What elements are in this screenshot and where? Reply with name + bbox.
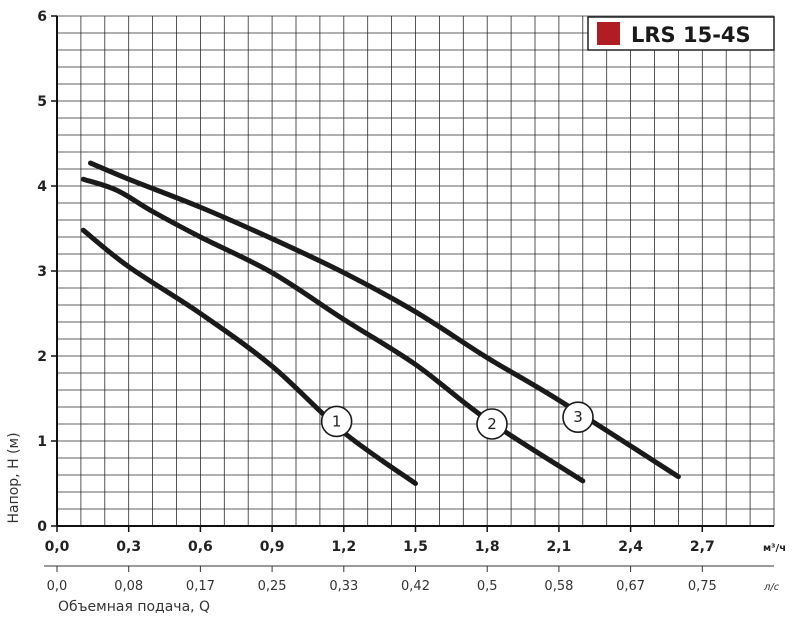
x-tick-label: 0,6 (188, 539, 213, 555)
x2-tick-label: 0,75 (688, 579, 717, 594)
axes: 0 1 2 3 4 5 6 0,0 0,3 0,6 0,9 1,2 1,5 1,8 2,1 2,4 2,7 0,0… (37, 9, 774, 594)
y-tick-label: 0 (37, 519, 47, 535)
x-tick-label: 0,0 (45, 539, 70, 555)
curve-label-circle (476, 408, 508, 440)
x2-tick-label: 0,67 (616, 579, 645, 594)
legend: LRS 15-4S (587, 16, 775, 51)
performance-curves (80, 160, 681, 486)
x-axis-unit-primary: м³/ч (763, 543, 786, 554)
x-tick-label: 1,2 (331, 539, 356, 555)
x2-tick-label: 0,0 (47, 579, 68, 594)
y-axis-label: Напор, H (м) (6, 432, 22, 523)
x-tick-label: 0,3 (116, 539, 141, 555)
x-tick-label: 2,7 (690, 539, 715, 555)
x2-tick-label: 0,08 (114, 579, 143, 594)
curve-labels: 1 2 3 (320, 401, 594, 440)
curve-label-text: 3 (573, 408, 583, 426)
grid (56, 15, 775, 527)
y-tick-label: 5 (37, 94, 47, 110)
x2-tick-label: 0,42 (401, 579, 430, 594)
y-tick-label: 3 (37, 264, 47, 280)
x-tick-label: 1,5 (403, 539, 428, 555)
curve-label-text: 1 (332, 412, 342, 430)
curve-label-circle (320, 405, 353, 438)
x2-tick-label: 0,33 (329, 579, 358, 594)
curve-2 (80, 176, 586, 484)
y-tick-label: 1 (37, 434, 47, 450)
x2-tick-label: 0,17 (186, 579, 215, 594)
y-tick-label: 6 (37, 9, 47, 25)
x-tick-label: 0,9 (260, 539, 285, 555)
curve-1 (80, 227, 418, 486)
curve-label-text: 2 (487, 415, 497, 433)
legend-swatch (597, 22, 620, 45)
x-tick-label: 2,1 (546, 539, 571, 555)
x-axis-label: Объемная подача, Q (58, 599, 210, 615)
x-tick-label: 1,8 (475, 539, 500, 555)
x-axis-unit-secondary: л/с (763, 582, 780, 593)
curve-label-circle (562, 401, 594, 434)
x2-tick-label: 0,25 (258, 579, 287, 594)
curve-3 (87, 160, 681, 480)
x-tick-label: 2,4 (618, 539, 643, 555)
x2-tick-label: 0,5 (477, 579, 498, 594)
y-tick-label: 2 (37, 349, 47, 365)
y-tick-label: 4 (37, 179, 47, 195)
x2-tick-label: 0,58 (544, 579, 573, 594)
legend-label: LRS 15-4S (631, 23, 751, 47)
